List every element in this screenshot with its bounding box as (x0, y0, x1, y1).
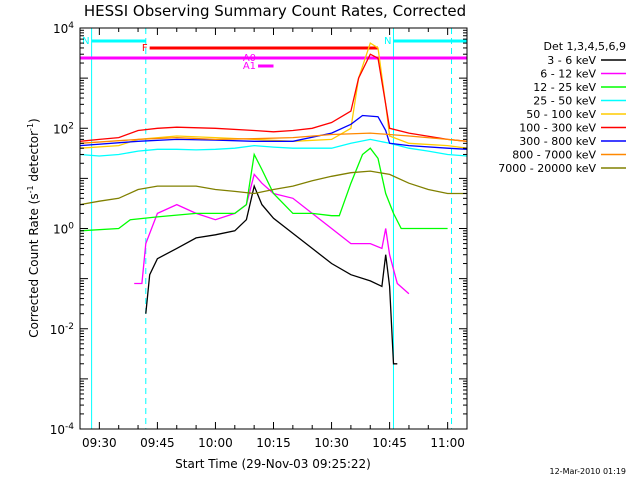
flag-label: A0 (243, 53, 256, 64)
flag-label: N (82, 36, 89, 47)
y-tick-label: 100 (53, 222, 74, 237)
legend-entry-label: 6 - 12 keV (540, 68, 596, 81)
legend-entry-label: 300 - 800 keV (519, 135, 596, 148)
legend-entry-label: 12 - 25 keV (533, 81, 596, 94)
x-tick-label: 10:45 (372, 436, 407, 450)
series-line (134, 173, 410, 295)
x-tick-label: 10:30 (314, 436, 349, 450)
series-line (145, 183, 398, 365)
legend-entry-label: 100 - 300 keV (519, 122, 596, 135)
x-tick-label: 10:00 (198, 436, 233, 450)
x-tick-label: 10:15 (256, 436, 291, 450)
y-tick-label: 102 (53, 121, 74, 136)
series-line (79, 114, 468, 150)
series-line (79, 138, 468, 157)
legend-entry-label: 50 - 100 keV (526, 108, 596, 121)
flag-label: F (142, 43, 148, 54)
y-tick-label: 104 (53, 21, 74, 36)
series-line (79, 53, 468, 142)
y-tick-label: 10-4 (50, 422, 75, 437)
x-tick-label: 09:30 (82, 436, 117, 450)
x-tick-label: 11:00 (430, 436, 465, 450)
legend-entry-label: 7000 - 20000 keV (498, 162, 596, 175)
legend-entry-label: 800 - 7000 keV (512, 149, 596, 162)
x-tick-label: 09:45 (140, 436, 175, 450)
y-axis-label: Corrected Count Rate (s-1 detector-1) (26, 118, 41, 337)
flag-label: A1 (243, 61, 256, 72)
y-tick-label: 10-2 (50, 322, 74, 337)
flag-label: N (384, 36, 391, 47)
series-line (79, 147, 448, 232)
legend-entry-label: 3 - 6 keV (547, 54, 596, 67)
series-line (79, 170, 467, 206)
legend-entry-label: 25 - 50 keV (533, 95, 596, 108)
legend-title: Det 1,3,4,5,6,9 (543, 40, 626, 53)
axes-layer: 09:30 09:45 10:00 10:15 10:30 10:45 11:00 10-4 1… (50, 21, 468, 450)
series-line (79, 42, 468, 149)
plot-timestamp: 12-Mar-2010 01:19 (550, 467, 627, 476)
chart-title: HESSI Observing Summary Count Rates, Cor… (84, 2, 466, 20)
x-axis-label: Start Time (29-Nov-03 09:25:22) (175, 457, 371, 471)
series-line (79, 132, 468, 144)
